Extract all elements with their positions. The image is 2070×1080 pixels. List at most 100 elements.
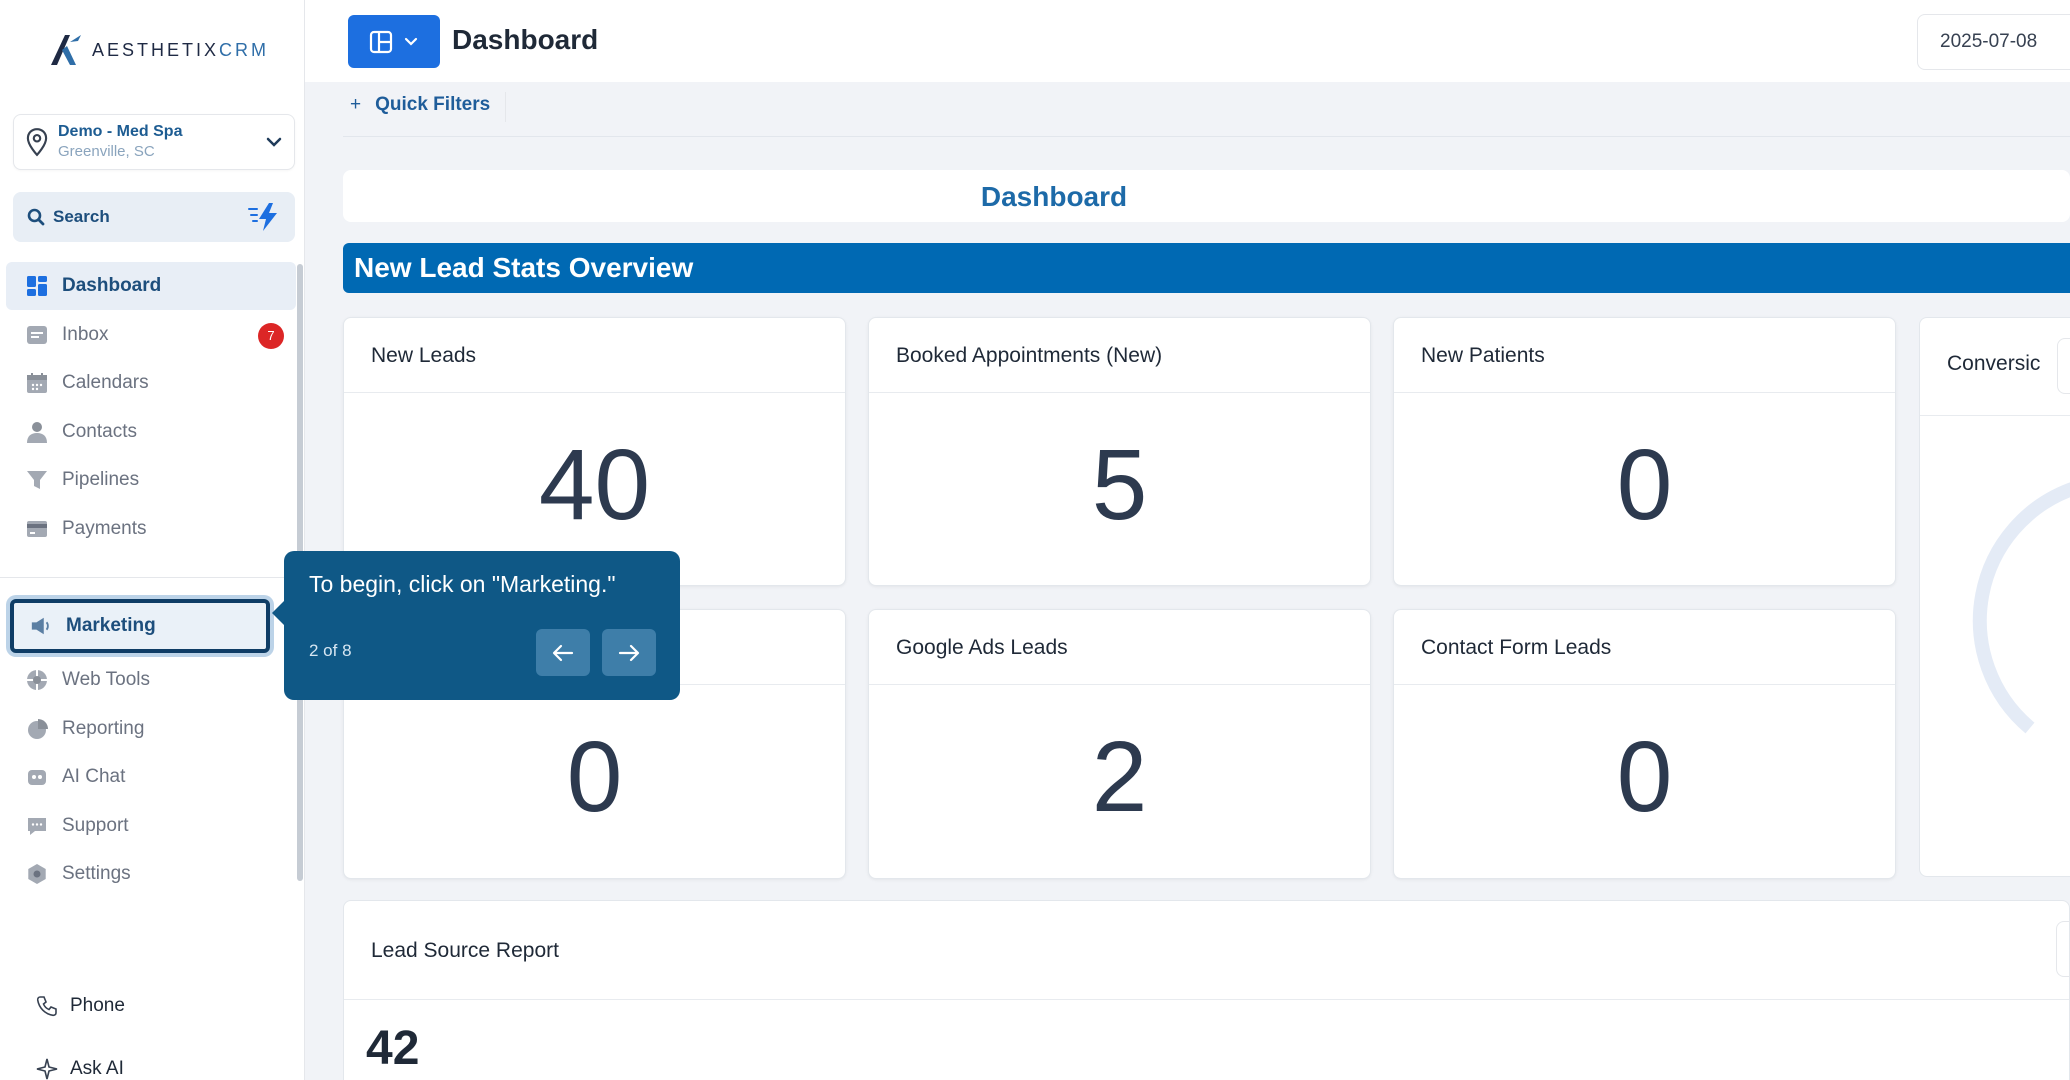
- ask-ai-label: Ask AI: [70, 1058, 124, 1079]
- lead-source-report: Lead Source Report 42: [343, 900, 2070, 1080]
- sidebar-item-payments[interactable]: Payments: [6, 505, 296, 553]
- arrow-right-icon: [618, 644, 640, 661]
- filter-separator: [505, 92, 506, 122]
- arrow-left-icon: [552, 644, 574, 661]
- card-title: New Leads: [371, 344, 477, 367]
- logo-mark-icon: [51, 35, 81, 65]
- filter-divider: [343, 136, 2070, 137]
- sidebar-item-label: AI Chat: [62, 766, 126, 788]
- onboarding-tooltip: To begin, click on "Marketing." 2 of 8: [272, 551, 680, 700]
- card-icon: [26, 518, 48, 540]
- nav-divider: [0, 577, 300, 578]
- stat-card-new-patients[interactable]: New Patients 0: [1393, 317, 1896, 586]
- card-divider: [344, 999, 2069, 1000]
- phone-label: Phone: [70, 995, 125, 1016]
- sidebar-item-label: Contacts: [62, 420, 137, 442]
- sidebar-item-label: Reporting: [62, 717, 145, 739]
- plus-icon: +: [350, 94, 362, 115]
- tooltip-step: 2 of 8: [309, 641, 352, 660]
- page-title: Dashboard: [452, 24, 599, 55]
- inbox-count-badge: 7: [258, 322, 284, 349]
- sidebar-item-ai-chat[interactable]: AI Chat: [6, 753, 296, 801]
- search-button[interactable]: Search: [13, 192, 295, 242]
- sidebar-item-inbox[interactable]: Inbox 7: [6, 311, 296, 359]
- card-value: 40: [538, 429, 651, 541]
- card-title: Contact Form Leads: [1421, 636, 1612, 659]
- inbox-icon: [26, 324, 48, 346]
- chevron-down-icon: [266, 137, 282, 147]
- location-city: Greenville, SC: [58, 143, 155, 160]
- megaphone-icon: [30, 615, 52, 637]
- phone-icon: [36, 996, 57, 1017]
- grid-icon: [26, 275, 48, 297]
- location-name: Demo - Med Spa: [58, 123, 183, 140]
- card-value: 0: [1616, 721, 1673, 833]
- secondary-nav: Marketing Web Tools Reporting AI Chat Su…: [6, 599, 296, 899]
- webtools-icon: [26, 669, 48, 691]
- sidebar-item-settings[interactable]: Settings: [6, 850, 296, 898]
- chat-icon: [26, 815, 48, 837]
- sidebar-item-pipelines[interactable]: Pipelines: [6, 456, 296, 504]
- section-header: New Lead Stats Overview: [343, 243, 2070, 293]
- stat-card-google-ads-leads[interactable]: Google Ads Leads 2: [868, 609, 1371, 879]
- card-menu-button[interactable]: [2057, 338, 2070, 394]
- lightning-icon[interactable]: [247, 202, 281, 232]
- card-divider: [869, 392, 1370, 393]
- pie-icon: [26, 718, 48, 740]
- conversion-card[interactable]: Conversic: [1919, 317, 2070, 877]
- sidebar-item-dashboard[interactable]: Dashboard: [6, 262, 296, 310]
- chevron-down-icon: [404, 37, 418, 46]
- tooltip-text: To begin, click on "Marketing.": [309, 571, 616, 597]
- card-value: 0: [1616, 429, 1673, 541]
- conversion-gauge: [1972, 482, 2070, 734]
- sidebar-item-reporting[interactable]: Reporting: [6, 705, 296, 753]
- quick-filters-button[interactable]: + Quick Filters: [350, 94, 490, 116]
- calendar-icon: [26, 372, 48, 394]
- search-label: Search: [53, 207, 110, 226]
- layout-icon: [369, 30, 393, 53]
- card-divider: [344, 392, 845, 393]
- sidebar-item-label: Settings: [62, 863, 131, 885]
- funnel-icon: [26, 469, 48, 491]
- sidebar-item-calendars[interactable]: Calendars: [6, 359, 296, 407]
- sidebar-item-label: Marketing: [66, 615, 156, 636]
- stat-card-contact-form-leads[interactable]: Contact Form Leads 0: [1393, 609, 1896, 879]
- tooltip-next-button[interactable]: [602, 629, 656, 676]
- phone-button[interactable]: Phone: [36, 995, 125, 1017]
- brand-logo[interactable]: AESTHETIXCRM: [48, 30, 269, 70]
- ask-ai-button[interactable]: Ask AI: [36, 1058, 124, 1080]
- card-divider: [869, 684, 1370, 685]
- sidebar-item-contacts[interactable]: Contacts: [6, 408, 296, 456]
- quick-filters-label: Quick Filters: [375, 94, 491, 115]
- card-title: New Patients: [1421, 344, 1545, 367]
- lead-source-total: 42: [366, 1022, 420, 1075]
- person-icon: [26, 421, 48, 443]
- location-selector[interactable]: Demo - Med Spa Greenville, SC: [13, 114, 295, 170]
- dashboard-title: Dashboard: [980, 181, 1128, 212]
- sidebar-item-marketing[interactable]: Marketing: [10, 599, 270, 653]
- card-value: 2: [1091, 721, 1148, 833]
- sidebar-item-label: Payments: [62, 517, 147, 539]
- lead-source-menu-button[interactable]: [2056, 921, 2070, 977]
- sidebar-item-label: Web Tools: [62, 669, 151, 690]
- layout-switcher-button[interactable]: [348, 15, 440, 68]
- card-title: Booked Appointments (New): [896, 344, 1163, 367]
- stat-card-new-leads[interactable]: New Leads 40: [343, 317, 846, 586]
- sidebar-item-label: Inbox: [62, 323, 109, 345]
- dashboard-header: Dashboard: [343, 170, 2070, 222]
- lead-source-title: Lead Source Report: [371, 939, 559, 962]
- sidebar-item-label: Support: [62, 814, 129, 836]
- card-title: Conversic: [1947, 352, 2041, 375]
- date-picker[interactable]: 2025-07-08: [1917, 14, 2070, 70]
- gear-icon: [26, 863, 48, 885]
- tooltip-prev-button[interactable]: [536, 629, 590, 676]
- card-divider: [1394, 392, 1895, 393]
- sidebar-item-web-tools[interactable]: Web Tools: [6, 656, 296, 704]
- sidebar-item-support[interactable]: Support: [6, 802, 296, 850]
- top-bar: Dashboard 2025-07-08: [305, 0, 2070, 82]
- main-nav: Dashboard Inbox 7 Calendars Contacts P: [6, 262, 296, 554]
- sidebar-item-label: Calendars: [62, 372, 149, 394]
- stat-card-booked-appointments[interactable]: Booked Appointments (New) 5: [868, 317, 1371, 586]
- search-icon: [27, 208, 45, 226]
- sidebar-item-label: Pipelines: [62, 469, 140, 491]
